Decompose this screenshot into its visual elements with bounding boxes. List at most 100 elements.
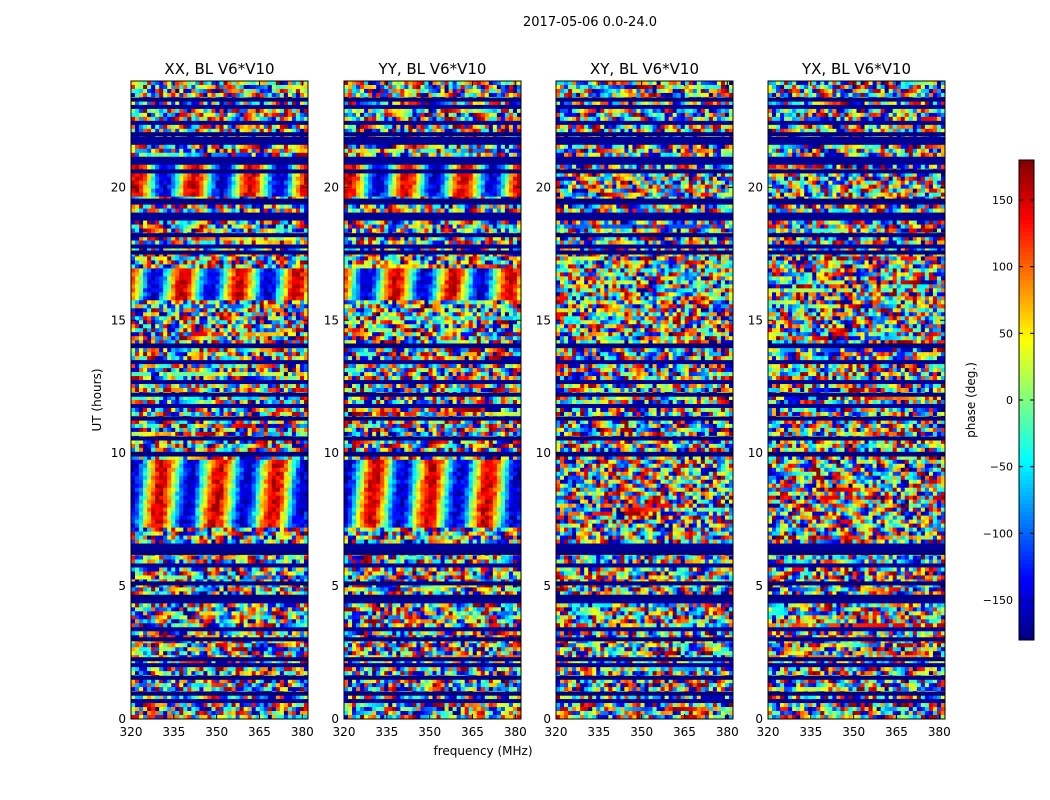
heatmap-cell — [195, 296, 200, 301]
heatmap-cell — [179, 467, 184, 473]
heatmap-cell — [167, 328, 172, 333]
heatmap-cell — [235, 128, 240, 134]
heatmap-cell — [187, 272, 192, 277]
heatmap-cell — [187, 116, 192, 122]
heatmap-cell — [227, 423, 232, 429]
heatmap-cell — [223, 352, 228, 357]
heatmap-cell — [259, 240, 265, 245]
heatmap-cell — [259, 236, 265, 241]
heatmap-cell — [279, 503, 285, 509]
heatmap-cell — [227, 527, 232, 532]
heatmap-cell — [239, 427, 244, 433]
heatmap-cell — [163, 92, 168, 98]
heatmap-cell — [183, 368, 188, 373]
heatmap-cell — [223, 336, 228, 341]
heatmap-cell — [239, 88, 244, 94]
heatmap-cell — [243, 88, 249, 94]
heatmap-cell — [163, 280, 168, 285]
heatmap-cell — [267, 292, 273, 297]
heatmap-cell — [235, 527, 240, 532]
heatmap-cell — [263, 260, 269, 265]
heatmap-cell — [175, 180, 180, 186]
heatmap-cell — [179, 463, 184, 469]
heatmap-cell — [295, 471, 301, 477]
heatmap-cell — [243, 487, 249, 493]
heatmap-cell — [147, 423, 152, 429]
heatmap-cell — [159, 423, 164, 429]
heatmap-cell — [175, 88, 180, 94]
heatmap-cell — [147, 100, 152, 106]
heatmap-cell — [247, 120, 253, 126]
heatmap-cell — [179, 411, 184, 417]
heatmap-cell — [167, 140, 172, 146]
heatmap-cell — [271, 419, 277, 425]
heatmap-cell — [199, 160, 204, 166]
heatmap-cell — [287, 364, 293, 369]
heatmap-cell — [259, 380, 265, 385]
heatmap-cell — [255, 352, 261, 357]
heatmap-cell — [159, 92, 164, 98]
heatmap-cell — [275, 511, 281, 516]
heatmap-cell — [263, 356, 269, 361]
heatmap-cell — [295, 264, 301, 269]
heatmap-cell — [143, 487, 148, 493]
heatmap-cell — [155, 120, 160, 126]
heatmap-cell — [263, 180, 269, 186]
heatmap-cell — [267, 160, 273, 166]
heatmap-cell — [151, 340, 156, 345]
heatmap-cell — [271, 463, 277, 469]
heatmap-cell — [175, 140, 180, 146]
heatmap-cell — [159, 284, 164, 289]
heatmap-cell — [131, 176, 136, 182]
heatmap-cell — [195, 236, 200, 241]
heatmap-cell — [267, 156, 273, 162]
heatmap-cell — [135, 216, 140, 221]
heatmap-cell — [303, 348, 309, 353]
heatmap-cell — [215, 296, 220, 301]
heatmap-cell — [283, 288, 289, 293]
heatmap-cell — [139, 160, 144, 166]
heatmap-cell — [163, 447, 168, 453]
heatmap-cell — [227, 140, 232, 146]
heatmap-cell — [155, 268, 160, 273]
heatmap-cell — [263, 499, 269, 505]
heatmap-cell — [203, 443, 208, 449]
heatmap-cell — [279, 507, 285, 512]
heatmap-cell — [247, 228, 253, 233]
heatmap-cell — [191, 376, 196, 381]
heatmap-cell — [159, 300, 164, 305]
heatmap-cell — [155, 439, 160, 445]
heatmap-cell — [279, 268, 285, 273]
heatmap-cell — [139, 140, 144, 146]
heatmap-cell — [167, 336, 172, 341]
heatmap-cell — [179, 491, 184, 497]
heatmap-cell — [211, 328, 216, 333]
heatmap-cell — [171, 220, 176, 225]
heatmap-cell — [247, 176, 253, 182]
heatmap-cell — [247, 172, 253, 178]
heatmap-cell — [267, 396, 273, 401]
heatmap-cell — [203, 264, 208, 269]
heatmap-cell — [271, 220, 277, 225]
heatmap-cell — [171, 100, 176, 106]
heatmap-cell — [263, 312, 269, 317]
heatmap-cell — [183, 388, 188, 393]
heatmap-cell — [299, 495, 305, 501]
heatmap-cell — [183, 455, 188, 461]
heatmap-cell — [211, 212, 216, 217]
heatmap-cell — [207, 176, 212, 182]
heatmap-cell — [135, 192, 140, 197]
heatmap-cell — [163, 264, 168, 269]
heatmap-cell — [267, 348, 273, 353]
heatmap-cell — [295, 140, 301, 146]
heatmap-cell — [143, 479, 148, 485]
heatmap-cell — [255, 148, 261, 154]
heatmap-cell — [187, 84, 192, 90]
heatmap-cell — [191, 104, 196, 110]
heatmap-cell — [235, 463, 240, 469]
heatmap-cell — [227, 164, 232, 170]
heatmap-cell — [139, 92, 144, 98]
heatmap-cell — [263, 467, 269, 473]
heatmap-cell — [251, 84, 257, 90]
heatmap-cell — [147, 304, 152, 309]
